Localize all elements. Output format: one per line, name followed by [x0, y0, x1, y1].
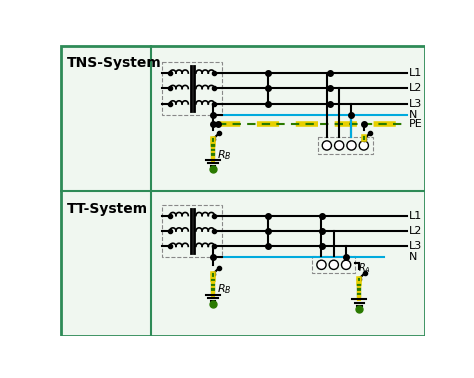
Text: N: N: [409, 110, 418, 120]
Circle shape: [347, 141, 356, 150]
Text: $R_B$: $R_B$: [217, 148, 231, 162]
Text: L2: L2: [409, 84, 423, 93]
Circle shape: [341, 260, 351, 270]
Text: L2: L2: [409, 226, 423, 236]
Bar: [318, 137, 373, 154]
Circle shape: [317, 260, 326, 270]
Bar: [162, 62, 222, 115]
Text: PE: PE: [409, 119, 423, 129]
Text: L1: L1: [409, 68, 422, 78]
Bar: [162, 205, 222, 257]
Text: L1: L1: [409, 211, 422, 220]
Text: L3: L3: [409, 241, 422, 251]
Text: N: N: [409, 252, 418, 262]
Text: TT-System: TT-System: [66, 202, 148, 216]
Text: $R_B$: $R_B$: [217, 282, 231, 296]
Circle shape: [329, 260, 338, 270]
Bar: [312, 256, 356, 273]
Text: TNS-System: TNS-System: [66, 56, 161, 70]
Circle shape: [322, 141, 331, 150]
Text: L3: L3: [409, 99, 422, 109]
Text: $R_A$: $R_A$: [358, 261, 371, 275]
Circle shape: [359, 141, 368, 150]
Circle shape: [335, 141, 344, 150]
